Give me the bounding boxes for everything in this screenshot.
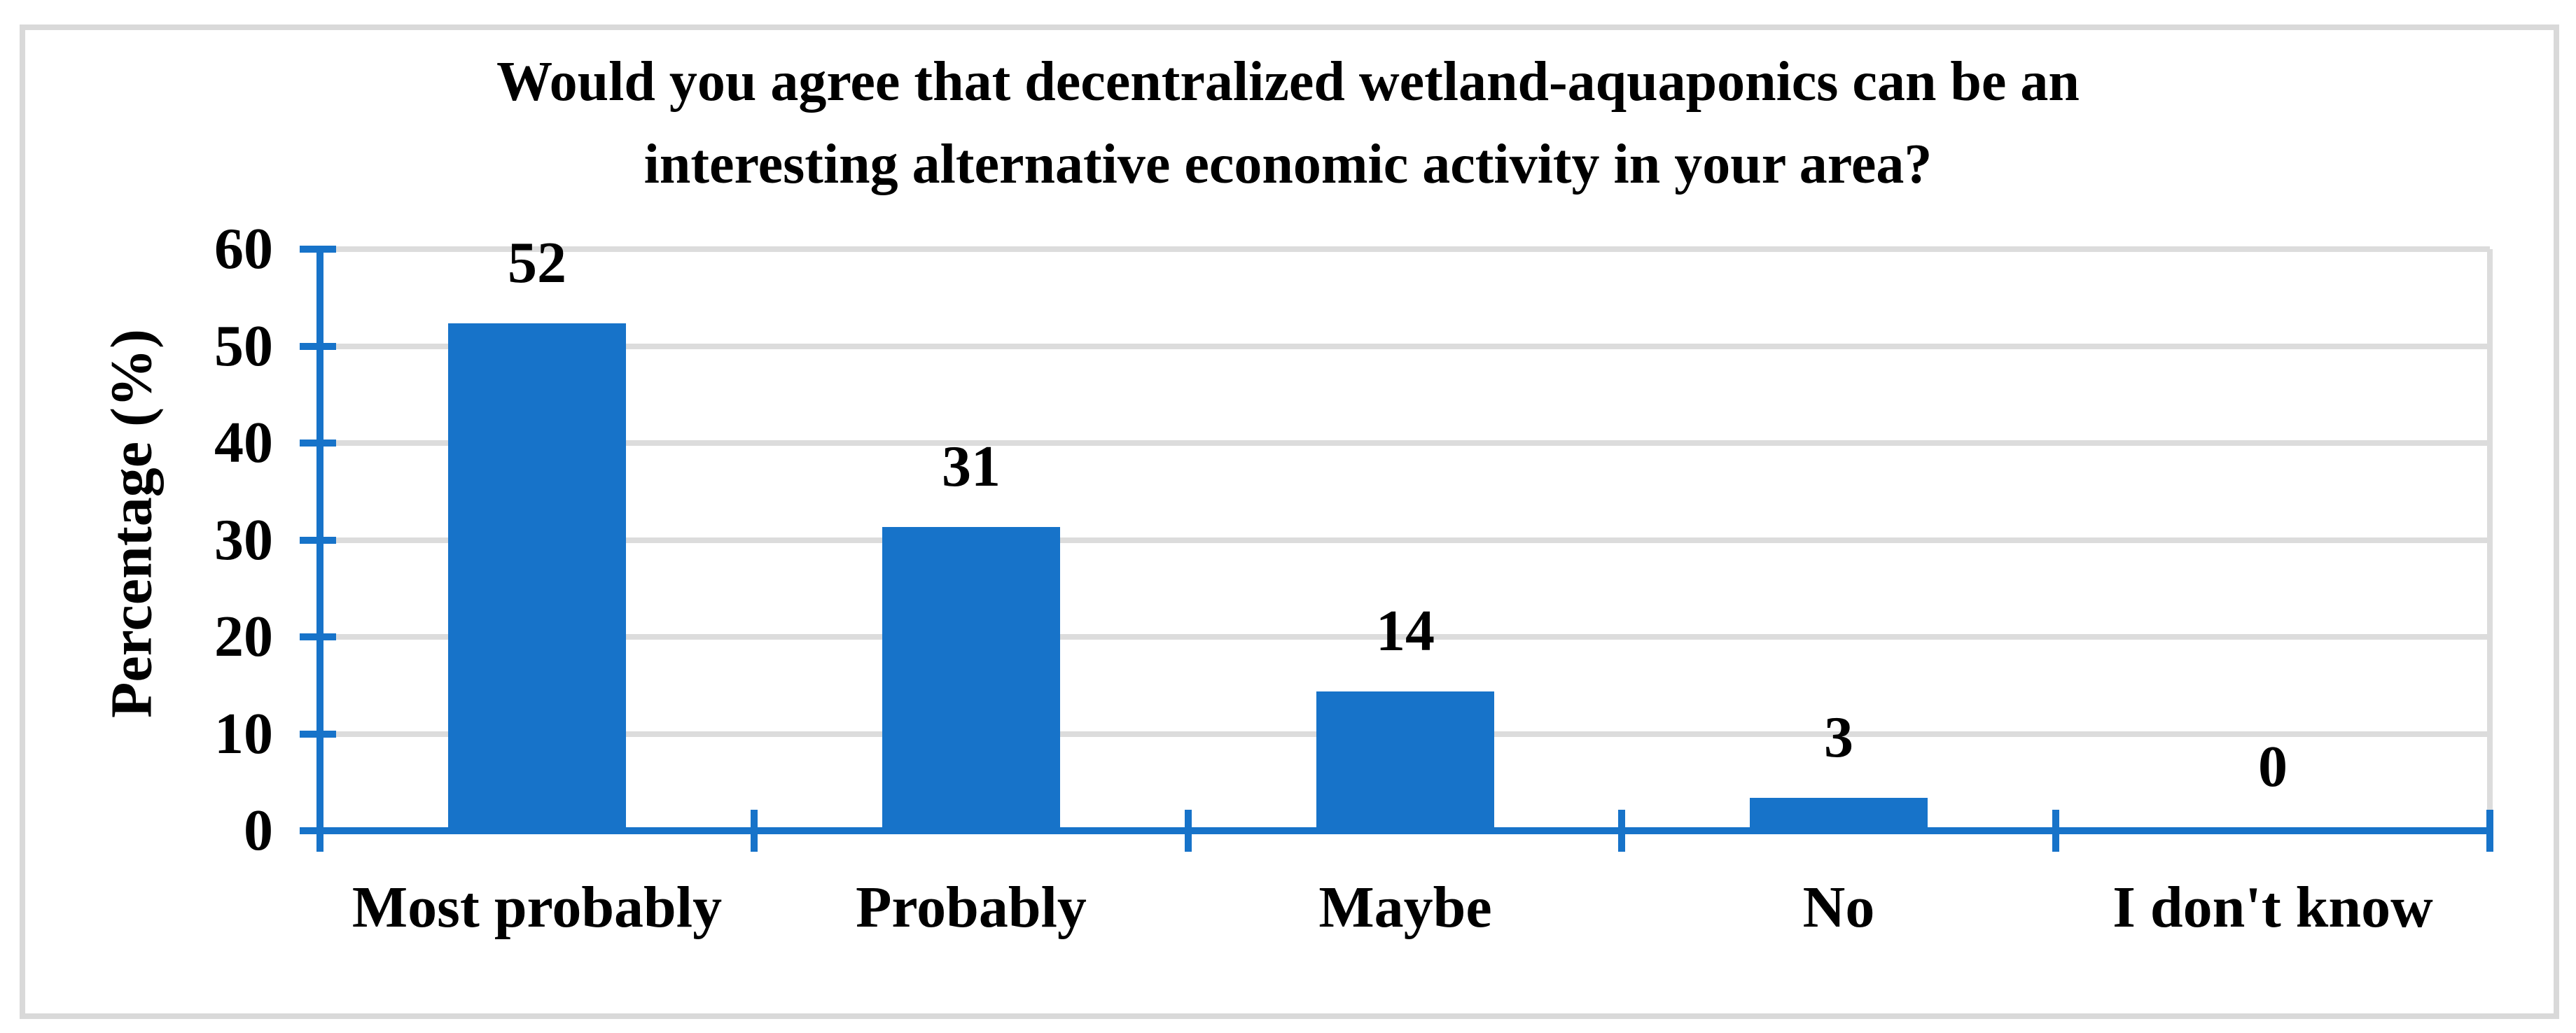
y-tick-label-30: 30 [214, 507, 273, 572]
x-axis-tick-1 [750, 810, 758, 852]
y-tick-label-50: 50 [214, 313, 273, 379]
bar-probably [882, 527, 1060, 827]
x-axis-tick-3 [1618, 810, 1626, 852]
bar-value-label: 3 [1824, 705, 1853, 770]
x-category-label: I don't know [2112, 875, 2433, 940]
y-tick-label-20: 20 [214, 604, 273, 669]
chart-title-line: interesting alternative economic activit… [643, 134, 1933, 195]
bar-value-label: 31 [942, 434, 1001, 499]
x-category-label: Probably [856, 875, 1087, 940]
x-category-label: Maybe [1318, 875, 1492, 940]
bar-most-probably [448, 323, 626, 827]
bar-maybe [1316, 691, 1494, 827]
gridline-y-20 [320, 634, 2490, 640]
bar-value-label: 52 [508, 230, 566, 295]
x-axis-tick-5 [2486, 810, 2493, 852]
gridline-y-50 [320, 343, 2490, 349]
plot-right-border [2487, 249, 2493, 831]
x-category-label: Most probably [351, 875, 723, 940]
gridline-y-60 [320, 246, 2490, 252]
x-axis-line [316, 827, 2493, 834]
y-tick-label-60: 60 [214, 216, 273, 281]
x-axis-tick-0 [316, 810, 323, 852]
x-axis-tick-4 [2052, 810, 2060, 852]
y-tick-label-0: 0 [244, 798, 273, 863]
bar-value-label: 0 [2258, 734, 2288, 799]
gridline-y-40 [320, 440, 2490, 446]
y-tick-label-10: 10 [214, 701, 273, 766]
bar-value-label: 14 [1376, 598, 1435, 663]
x-category-label: No [1802, 875, 1875, 940]
y-axis-line [316, 246, 323, 849]
y-tick-label-40: 40 [214, 410, 273, 475]
x-axis-tick-2 [1184, 810, 1192, 852]
chart-title-line: Would you agree that decentralized wetla… [496, 51, 2080, 113]
bar-no [1750, 798, 1928, 827]
figure-frame [20, 24, 2559, 1019]
gridline-y-30 [320, 537, 2490, 543]
chart-title: Would you agree that decentralized wetla… [0, 41, 2576, 206]
